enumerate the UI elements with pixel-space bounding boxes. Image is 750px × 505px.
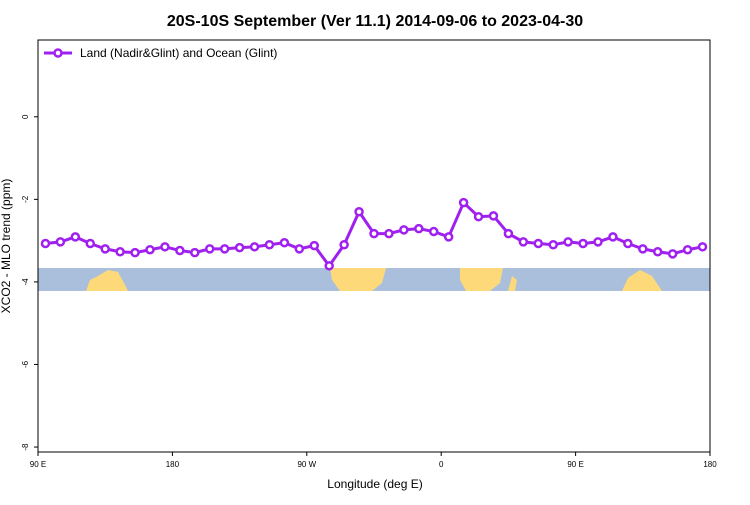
point — [100, 244, 110, 254]
point — [369, 228, 379, 239]
point — [40, 238, 51, 249]
point — [682, 244, 693, 255]
point — [443, 232, 454, 242]
point — [399, 225, 409, 235]
point — [518, 237, 529, 247]
point — [473, 211, 484, 222]
x-tick-label: 90 E — [30, 460, 46, 469]
point — [533, 238, 544, 249]
y-axis-label: XCO2 - MLO trend (ppm) — [0, 179, 13, 314]
point — [264, 240, 275, 250]
y-tick-label: -2 — [21, 195, 30, 203]
point — [324, 261, 334, 271]
chart-title: 20S-10S September (Ver 11.1) 2014-09-06 … — [167, 13, 583, 30]
map-strip — [38, 268, 710, 291]
point — [638, 244, 648, 254]
x-tick-label: 90 E — [567, 460, 583, 469]
point — [55, 237, 66, 247]
point — [85, 238, 96, 249]
y-tick-label: 0 — [21, 114, 30, 119]
point — [145, 244, 155, 255]
point — [190, 247, 200, 258]
point — [279, 237, 290, 248]
point — [652, 247, 663, 257]
point — [115, 247, 125, 257]
point — [309, 240, 320, 251]
point — [70, 232, 81, 242]
plot-frame — [37, 39, 711, 453]
point — [204, 244, 215, 254]
x-tick-label: 180 — [703, 460, 717, 469]
point — [578, 238, 588, 249]
legend-marker — [53, 48, 63, 58]
point — [458, 197, 469, 208]
point — [667, 249, 678, 259]
point — [563, 237, 573, 247]
point — [219, 244, 230, 254]
point — [130, 247, 140, 258]
point — [294, 244, 305, 254]
point — [160, 242, 170, 252]
point — [384, 228, 394, 239]
x-axis-label: Longitude (deg E) — [327, 477, 422, 491]
point — [488, 211, 499, 221]
point — [354, 206, 364, 217]
legend-label: Land (Nadir&Glint) and Ocean (Glint) — [80, 46, 277, 60]
x-tick-label: 0 — [439, 460, 444, 469]
y-tick-label: -8 — [21, 443, 30, 451]
point — [175, 245, 185, 256]
point — [249, 242, 260, 252]
point — [623, 238, 633, 249]
point — [697, 242, 708, 252]
point — [593, 237, 603, 247]
point — [548, 240, 558, 250]
point — [428, 226, 439, 237]
point — [608, 232, 618, 242]
point — [234, 242, 245, 253]
point — [414, 223, 424, 234]
point — [503, 228, 514, 239]
y-tick-label: -6 — [21, 360, 30, 368]
x-tick-label: 90 W — [297, 460, 316, 469]
y-tick-label: -4 — [21, 278, 30, 286]
point — [339, 240, 349, 250]
x-tick-label: 180 — [166, 460, 180, 469]
